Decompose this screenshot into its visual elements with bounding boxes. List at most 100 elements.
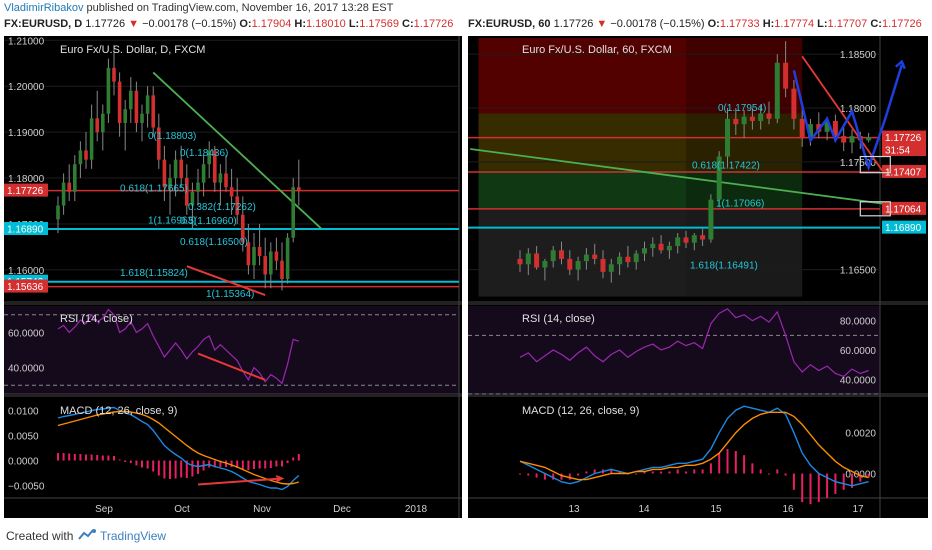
rsi-tick-label: 40.0000 [840,375,877,386]
right-high: 1.17774 [774,18,815,30]
candle-body [517,258,523,265]
macd-histogram-bar [593,469,596,474]
macd-tick-label: 0.0050 [8,432,39,443]
candle-body [213,150,217,183]
candle-body [749,116,755,121]
header: VladimirRibakov published on TradingView… [0,0,932,36]
right-l-label: L: [817,18,828,30]
macd-histogram-bar [734,451,737,474]
fib-zone [478,38,686,114]
candle-body [700,235,706,240]
time-axis-label: 13 [568,504,580,515]
candle-body [185,178,189,206]
price-scale-label-box [882,143,926,157]
candle-body [67,182,71,192]
candle-body [95,118,99,133]
candle-body [112,67,116,82]
macd-histogram-bar [258,460,261,469]
price-scale-label: 1.17726 [7,186,44,197]
macd-histogram-bar [660,471,663,474]
macd-histogram-bar [107,455,110,461]
macd-histogram-bar [809,473,812,505]
macd-histogram-bar [635,473,638,475]
macd-histogram-bar [726,449,729,474]
time-axis-label: 14 [638,504,650,515]
macd-histogram-bar [817,473,820,503]
macd-histogram-bar [213,460,216,468]
candle-body [559,250,564,259]
chart-background [4,36,462,518]
macd-histogram-bar [842,473,845,490]
right-symbol[interactable]: FX:EURUSD, 60 [468,18,551,30]
left-open: 1.17904 [251,18,292,30]
time-axis-label: Nov [253,504,271,515]
macd-label: MACD (12, 26, close, 9) [60,405,177,417]
price-tick-label: 1.17500 [840,158,877,169]
candle-body [774,62,780,119]
hourly-chart[interactable]: 1.18500 1.18000 1.17500 1.16500 0(1.17954) 0.… [468,36,928,518]
rsi-tick-label: 80.0000 [840,317,877,328]
price-scale-label: 31:54 [885,146,910,157]
candle-body [84,150,88,160]
target-zone-box [859,201,891,217]
fib-level-label: 0.618(1.17665) [120,183,188,194]
published-text: published on TradingView.com, November 1… [86,2,394,14]
price-tick-label: 1.16500 [840,266,877,277]
candle-body [799,118,805,139]
macd-histogram-bar [676,469,679,474]
macd-histogram-bar [79,454,82,461]
macd-histogram-bar [286,460,289,463]
macd-histogram-bar [269,460,272,468]
candle-body [89,118,94,160]
hourly-chart-panel[interactable]: 1.18500 1.18000 1.17500 1.16500 0(1.17954) 0.… [468,36,928,518]
fib-level-label: 0.5(1.16960) [180,216,237,227]
fib-level-label: 1.618(1.16491) [690,261,758,272]
left-o-label: O: [239,18,252,30]
candle-body [642,248,647,254]
time-axis-label: Oct [174,504,190,515]
price-tick-label: 1.18000 [840,104,877,115]
tradingview-brand-link[interactable]: TradingView [100,529,167,543]
author-link[interactable]: VladimirRibakov [4,2,84,14]
macd-histogram-bar [552,473,555,480]
time-axis-label: Dec [333,504,351,515]
right-open: 1.17733 [719,18,760,30]
macd-histogram-bar [701,469,704,474]
macd-histogram-bar [253,460,255,469]
candle-body [235,196,239,215]
macd-histogram-bar [751,463,754,474]
macd-histogram-bar [519,473,521,475]
candle-body [196,182,200,192]
macd-tick-label: −0.0050 [8,482,45,493]
macd-histogram-bar [718,453,721,474]
macd-histogram-bar [643,471,646,474]
daily-chart[interactable]: 1.210001.200001.190001.180001.170001.160… [4,36,462,518]
candle-body [666,245,672,251]
macd-histogram-bar [784,473,787,476]
macd-histogram-bar [157,460,160,476]
daily-chart-panel[interactable]: 1.210001.200001.190001.180001.170001.160… [4,36,462,518]
fib-level-label: 0.618(1.17422) [692,160,760,171]
candle-body [583,254,589,262]
candle-body [179,159,183,179]
candle-body [129,90,133,110]
left-h-label: H: [294,18,306,30]
candle-body [866,137,872,141]
macd-divergence-arrow [197,475,285,486]
candle-body [691,235,697,243]
candle-body [832,120,838,137]
candle-body [716,156,722,200]
price-scale-label: 1.17064 [885,204,922,215]
fib-zone [478,209,686,297]
time-axis-label: 17 [852,504,864,515]
macd-histogram-bar [776,469,779,474]
candle-body [123,109,127,123]
macd-histogram-bar [543,473,546,480]
red-divergence-line [186,265,266,297]
left-symbol[interactable]: FX:EURUSD, D [4,18,83,30]
macd-histogram-bar [197,460,199,474]
candle-body [525,253,531,265]
macd-histogram-bar [236,460,239,468]
right-h-label: H: [762,18,775,30]
macd-histogram-bar [668,471,671,474]
